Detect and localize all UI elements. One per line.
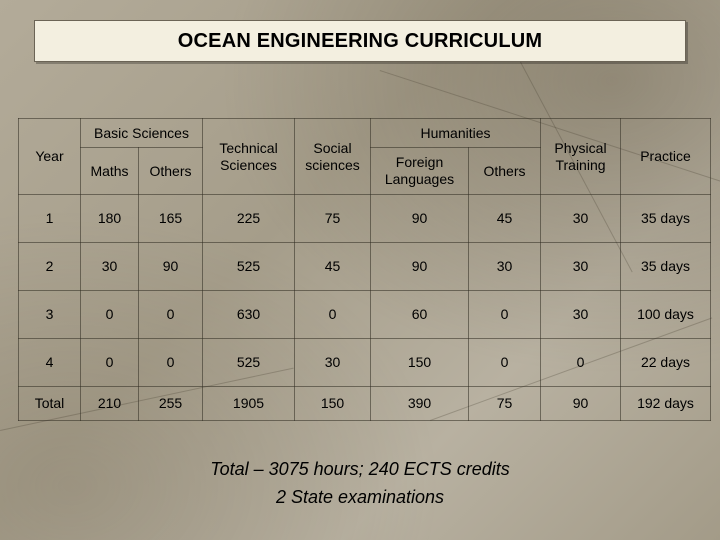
table-cell: 90 xyxy=(370,242,469,291)
header-basic-sciences: Basic Sciences xyxy=(80,118,203,148)
table-cell: 4 xyxy=(18,338,81,387)
table-cell: 0 xyxy=(80,338,139,387)
table-cell: 3 xyxy=(18,290,81,339)
table-cell: 75 xyxy=(468,386,541,421)
summary-exams-line: 2 State examinations xyxy=(275,487,445,507)
table-cell: 0 xyxy=(468,290,541,339)
table-header-row: Year Basic Sciences Technical Sciences S… xyxy=(18,118,711,195)
table-cell: 0 xyxy=(138,290,203,339)
table-cell: 35 days xyxy=(620,194,711,243)
table-cell: 45 xyxy=(468,194,541,243)
table-cell: 225 xyxy=(202,194,295,243)
curriculum-table: Year Basic Sciences Technical Sciences S… xyxy=(18,118,711,421)
table-cell: 90 xyxy=(540,386,621,421)
page-title: OCEAN ENGINEERING CURRICULUM xyxy=(177,29,543,52)
header-humanities-others: Others xyxy=(468,147,541,195)
table-cell: 100 days xyxy=(620,290,711,339)
summary-total-line: Total – 3075 hours; 240 ECTS credits xyxy=(210,459,510,479)
table-cell: 22 days xyxy=(620,338,711,387)
table-cell: 0 xyxy=(540,338,621,387)
table-cell: 30 xyxy=(294,338,371,387)
table-cell: 30 xyxy=(540,290,621,339)
summary-footer: Total – 3075 hours; 240 ECTS credits 2 S… xyxy=(150,455,570,511)
table-cell: 180 xyxy=(80,194,139,243)
header-foreign-languages: Foreign Languages xyxy=(370,147,469,195)
table-cell: 255 xyxy=(138,386,203,421)
table-cell: 390 xyxy=(370,386,469,421)
table-cell: 45 xyxy=(294,242,371,291)
table-cell: 525 xyxy=(202,242,295,291)
table-cell: 75 xyxy=(294,194,371,243)
table-cell: 30 xyxy=(540,194,621,243)
table-cell: 1905 xyxy=(202,386,295,421)
table-cell: 0 xyxy=(294,290,371,339)
table-cell: 30 xyxy=(80,242,139,291)
table-cell: 90 xyxy=(138,242,203,291)
table-row: 2 30 90 525 45 90 30 30 35 days xyxy=(18,242,711,291)
title-box: OCEAN ENGINEERING CURRICULUM xyxy=(34,20,686,62)
header-physical-training: Physical Training xyxy=(540,118,621,195)
table-cell: 2 xyxy=(18,242,81,291)
header-maths: Maths xyxy=(80,147,139,195)
table-cell: Total xyxy=(18,386,81,421)
table-total-row: Total 210 255 1905 150 390 75 90 192 day… xyxy=(18,386,711,421)
table-row: 4 0 0 525 30 150 0 0 22 days xyxy=(18,338,711,387)
table-cell: 630 xyxy=(202,290,295,339)
header-practice: Practice xyxy=(620,118,711,195)
header-humanities: Humanities xyxy=(370,118,541,148)
header-social-sciences: Social sciences xyxy=(294,118,371,195)
table-cell: 60 xyxy=(370,290,469,339)
header-technical-sciences: Technical Sciences xyxy=(202,118,295,195)
table-cell: 30 xyxy=(540,242,621,291)
table-cell: 0 xyxy=(468,338,541,387)
header-year: Year xyxy=(18,118,81,195)
header-basic-others: Others xyxy=(138,147,203,195)
table-cell: 1 xyxy=(18,194,81,243)
table-cell: 192 days xyxy=(620,386,711,421)
table-cell: 165 xyxy=(138,194,203,243)
table-cell: 150 xyxy=(370,338,469,387)
table-row: 3 0 0 630 0 60 0 30 100 days xyxy=(18,290,711,339)
table-cell: 150 xyxy=(294,386,371,421)
table-cell: 0 xyxy=(138,338,203,387)
table-cell: 90 xyxy=(370,194,469,243)
table-cell: 35 days xyxy=(620,242,711,291)
table-subheader-row: Maths Others Foreign Languages Others xyxy=(19,147,711,195)
table-cell: 210 xyxy=(80,386,139,421)
table-cell: 30 xyxy=(468,242,541,291)
table-row: 1 180 165 225 75 90 45 30 35 days xyxy=(18,194,711,243)
table-cell: 525 xyxy=(202,338,295,387)
table-cell: 0 xyxy=(80,290,139,339)
